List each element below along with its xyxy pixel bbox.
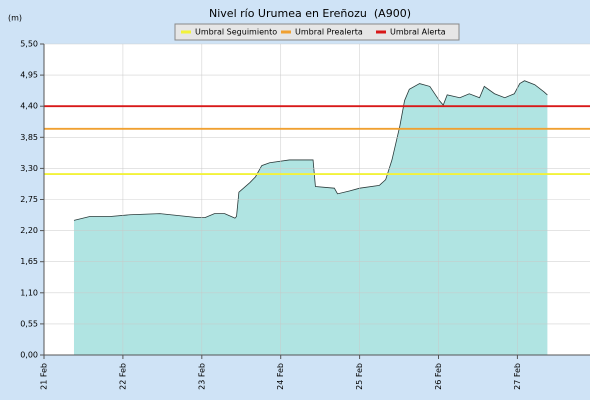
y-tick-label: 2,20: [20, 226, 38, 235]
y-tick-label: 1,65: [20, 257, 38, 266]
x-tick-label: 22 Feb: [118, 363, 127, 390]
y-tick-label: 3,85: [20, 133, 38, 142]
y-tick-label: 4,95: [20, 71, 38, 80]
legend-label: Umbral Seguimiento: [195, 28, 277, 37]
x-tick-label: 24 Feb: [276, 363, 285, 390]
y-tick-label: 0,00: [20, 351, 38, 360]
y-tick-label: 1,10: [20, 288, 38, 297]
x-tick-label: 25 Feb: [355, 363, 364, 390]
legend: [174, 23, 460, 41]
legend-label: Umbral Alerta: [390, 28, 446, 37]
x-tick-label: 26 Feb: [434, 363, 443, 390]
x-tick-label: 23 Feb: [197, 363, 206, 390]
y-tick-label: 2,75: [20, 195, 38, 204]
y-tick-label: 5,50: [20, 40, 38, 49]
area-outline: [73, 80, 548, 221]
x-tick-label: 21 Feb: [40, 363, 49, 390]
legend-label: Umbral Prealerta: [295, 28, 363, 37]
y-tick-label: 4,40: [20, 102, 38, 111]
y-tick-label: 3,30: [20, 164, 38, 173]
x-tick-label: 27 Feb: [513, 363, 522, 390]
y-tick-label: 0,55: [20, 319, 38, 328]
y-axis-label: (m): [8, 14, 22, 23]
area: [73, 80, 548, 355]
chart-title: Nivel río Urumea en Ereñozu (A900): [209, 7, 411, 20]
